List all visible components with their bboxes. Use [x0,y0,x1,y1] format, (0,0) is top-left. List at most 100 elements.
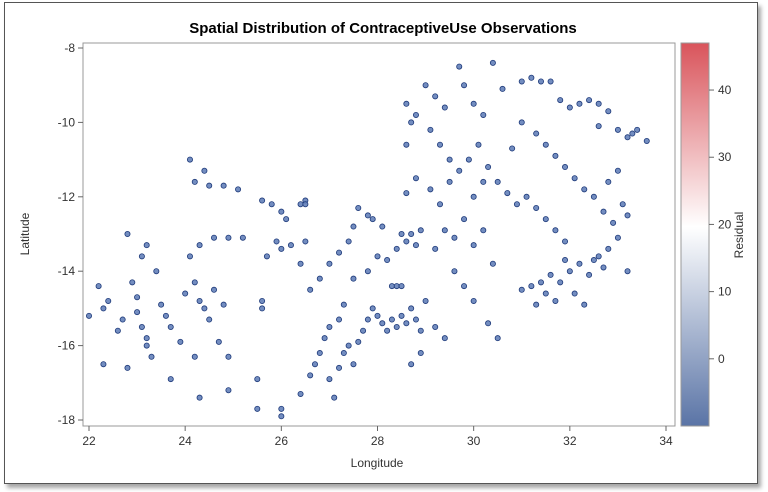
colorbar-tick-label: 0 [718,352,725,366]
data-point [201,305,208,312]
data-point [278,208,285,215]
data-point [345,342,352,349]
data-point [350,275,357,282]
data-point [480,111,487,118]
data-point [571,290,578,297]
data-point [494,178,501,185]
data-point [268,201,275,208]
data-point [278,245,285,252]
data-point [446,156,453,163]
data-point [143,242,150,249]
data-point [162,312,169,319]
data-point [499,85,506,92]
data-point [336,316,343,323]
data-point [124,364,131,371]
data-point [302,238,309,245]
data-point [307,286,314,293]
data-point [105,297,112,304]
data-point [307,372,314,379]
data-point [412,316,419,323]
data-point [331,394,338,401]
data-point [557,279,564,286]
data-point [336,364,343,371]
data-point [340,350,347,357]
data-point [566,268,573,275]
data-point [470,242,477,249]
plot-area [82,42,676,427]
x-tick-label: 28 [371,434,385,448]
data-point [557,97,564,104]
data-point [374,253,381,260]
data-point [95,283,102,290]
y-tick-label: -18 [58,413,76,427]
data-point [600,264,607,271]
y-tick-label: -12 [58,190,76,204]
data-point [437,201,444,208]
data-point [417,350,424,357]
data-point [451,268,458,275]
data-point [297,260,304,267]
data-point [581,301,588,308]
data-point [576,100,583,107]
colorbar-tick-label: 40 [718,83,732,97]
data-point [509,145,516,152]
data-point [134,294,141,301]
data-point [456,63,463,70]
data-point [537,279,544,286]
data-point [259,197,266,204]
data-point [196,394,203,401]
data-point [225,387,232,394]
data-point [518,286,525,293]
data-point [470,193,477,200]
y-tick-label: -8 [64,41,75,55]
data-point [215,338,222,345]
data-point [562,238,569,245]
data-point [177,338,184,345]
data-point [191,279,198,286]
data-point [182,290,189,297]
data-point [417,327,424,334]
data-point [408,305,415,312]
data-point [297,390,304,397]
data-point [494,335,501,342]
data-point [143,335,150,342]
data-point [225,353,232,360]
x-axis-label: Longitude [351,456,404,470]
data-point [350,223,357,230]
data-point [552,297,559,304]
data-point [186,253,193,260]
data-point [513,201,520,208]
data-point [619,201,626,208]
data-point [629,130,636,137]
data-point [614,126,621,133]
data-point [206,182,213,189]
x-tick-label: 32 [563,434,577,448]
data-point [518,78,525,85]
y-axis: -8 -10 -12 -14 -16 -18 [58,41,83,427]
data-point [566,104,573,111]
data-point [595,100,602,107]
data-point [191,178,198,185]
data-point [595,253,602,260]
data-point [485,320,492,327]
data-point [326,376,333,383]
data-point [422,297,429,304]
data-point [528,74,535,81]
data-point [403,100,410,107]
data-point [408,361,415,368]
data-point [590,193,597,200]
data-point [441,104,448,111]
data-point [167,376,174,383]
data-point [374,312,381,319]
x-tick-label: 30 [467,434,481,448]
data-point [485,164,492,171]
data-point [263,253,270,260]
data-point [441,335,448,342]
data-point [211,286,218,293]
data-point [614,234,621,241]
data-point [547,271,554,278]
data-point [196,297,203,304]
data-point [345,238,352,245]
x-axis: 22 24 26 28 30 32 34 [82,426,673,448]
x-tick-label: 26 [275,434,289,448]
